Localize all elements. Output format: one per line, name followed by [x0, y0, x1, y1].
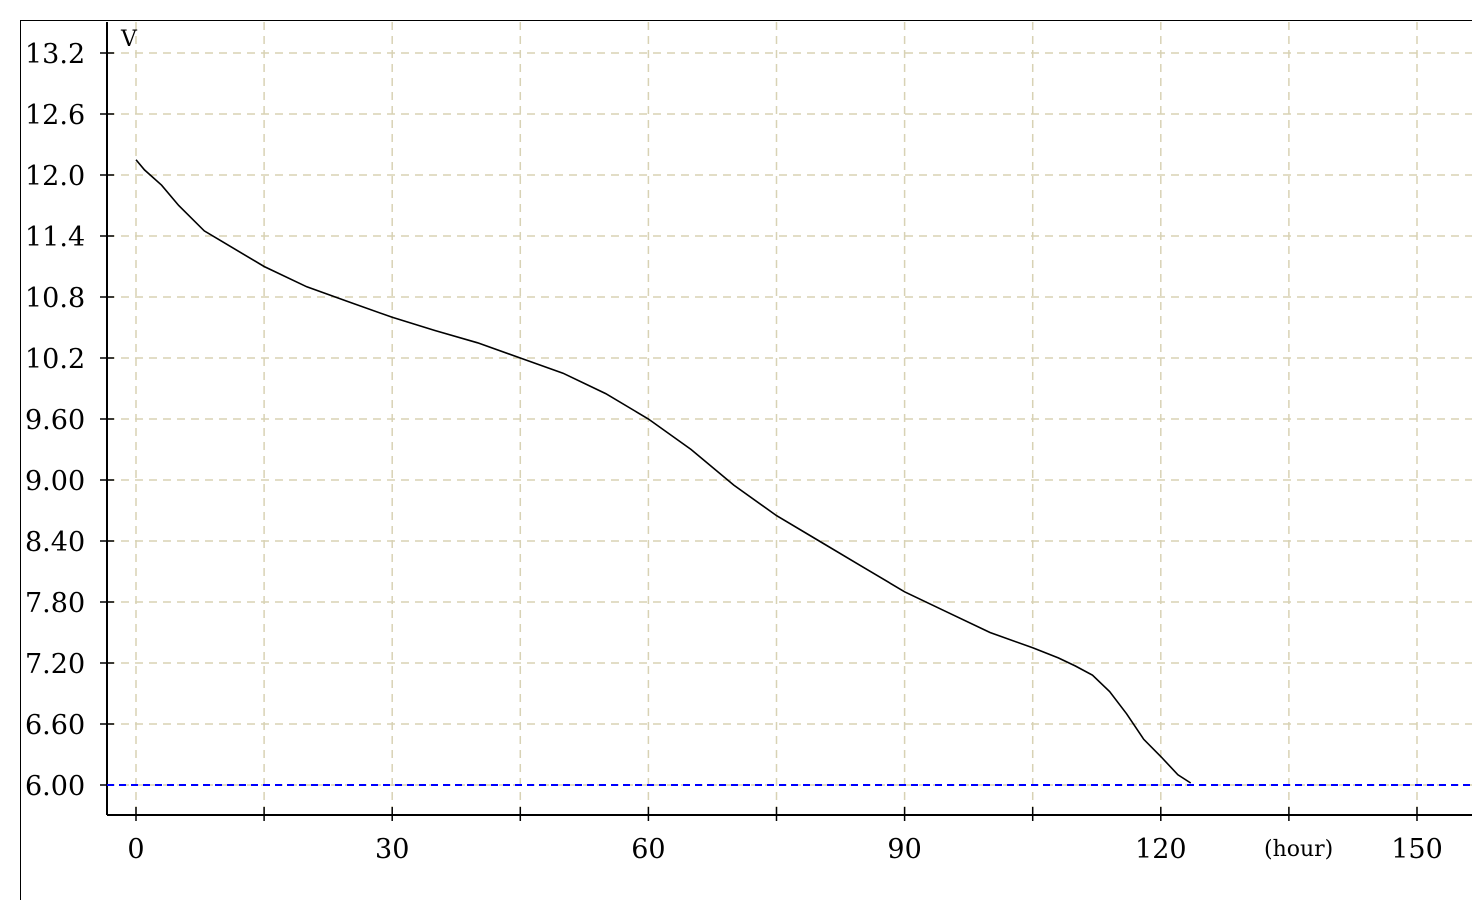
y-tick-label: 6.60	[25, 710, 85, 741]
y-tick-label: 8.40	[25, 527, 85, 558]
chart-frame	[20, 20, 1472, 900]
x-tick-label: 120	[1135, 834, 1187, 865]
x-tick-label: 90	[887, 834, 921, 865]
x-axis-ticks: 0 30 60 90 120 150	[127, 807, 1443, 865]
x-tick-label: 150	[1391, 834, 1443, 865]
y-tick-label: 10.2	[25, 344, 85, 375]
y-tick-label: 12.0	[25, 161, 85, 192]
y-tick-label: 13.2	[25, 39, 85, 70]
y-tick-label: 6.00	[25, 771, 85, 802]
x-tick-label: 30	[375, 834, 409, 865]
y-axis-label: V	[120, 27, 138, 52]
y-tick-label: 7.20	[25, 649, 85, 680]
y-tick-label: 12.6	[25, 100, 85, 131]
x-axis-label: (hour)	[1264, 837, 1333, 862]
y-tick-label: 10.8	[25, 283, 85, 314]
y-tick-label: 7.80	[25, 588, 85, 619]
y-tick-label: 9.00	[25, 466, 85, 497]
x-tick-label: 60	[631, 834, 665, 865]
y-tick-label: 9.60	[25, 405, 85, 436]
series-line	[135, 159, 1192, 784]
y-axis-ticks: 13.2 12.6 12.0 11.4 10.8 10.2 9.60 9.00 8.40 7.80…	[25, 39, 114, 802]
y-tick-label: 11.4	[25, 222, 85, 253]
axes	[106, 22, 1472, 816]
grid-lines	[107, 22, 1472, 815]
x-tick-label: 0	[127, 834, 144, 865]
